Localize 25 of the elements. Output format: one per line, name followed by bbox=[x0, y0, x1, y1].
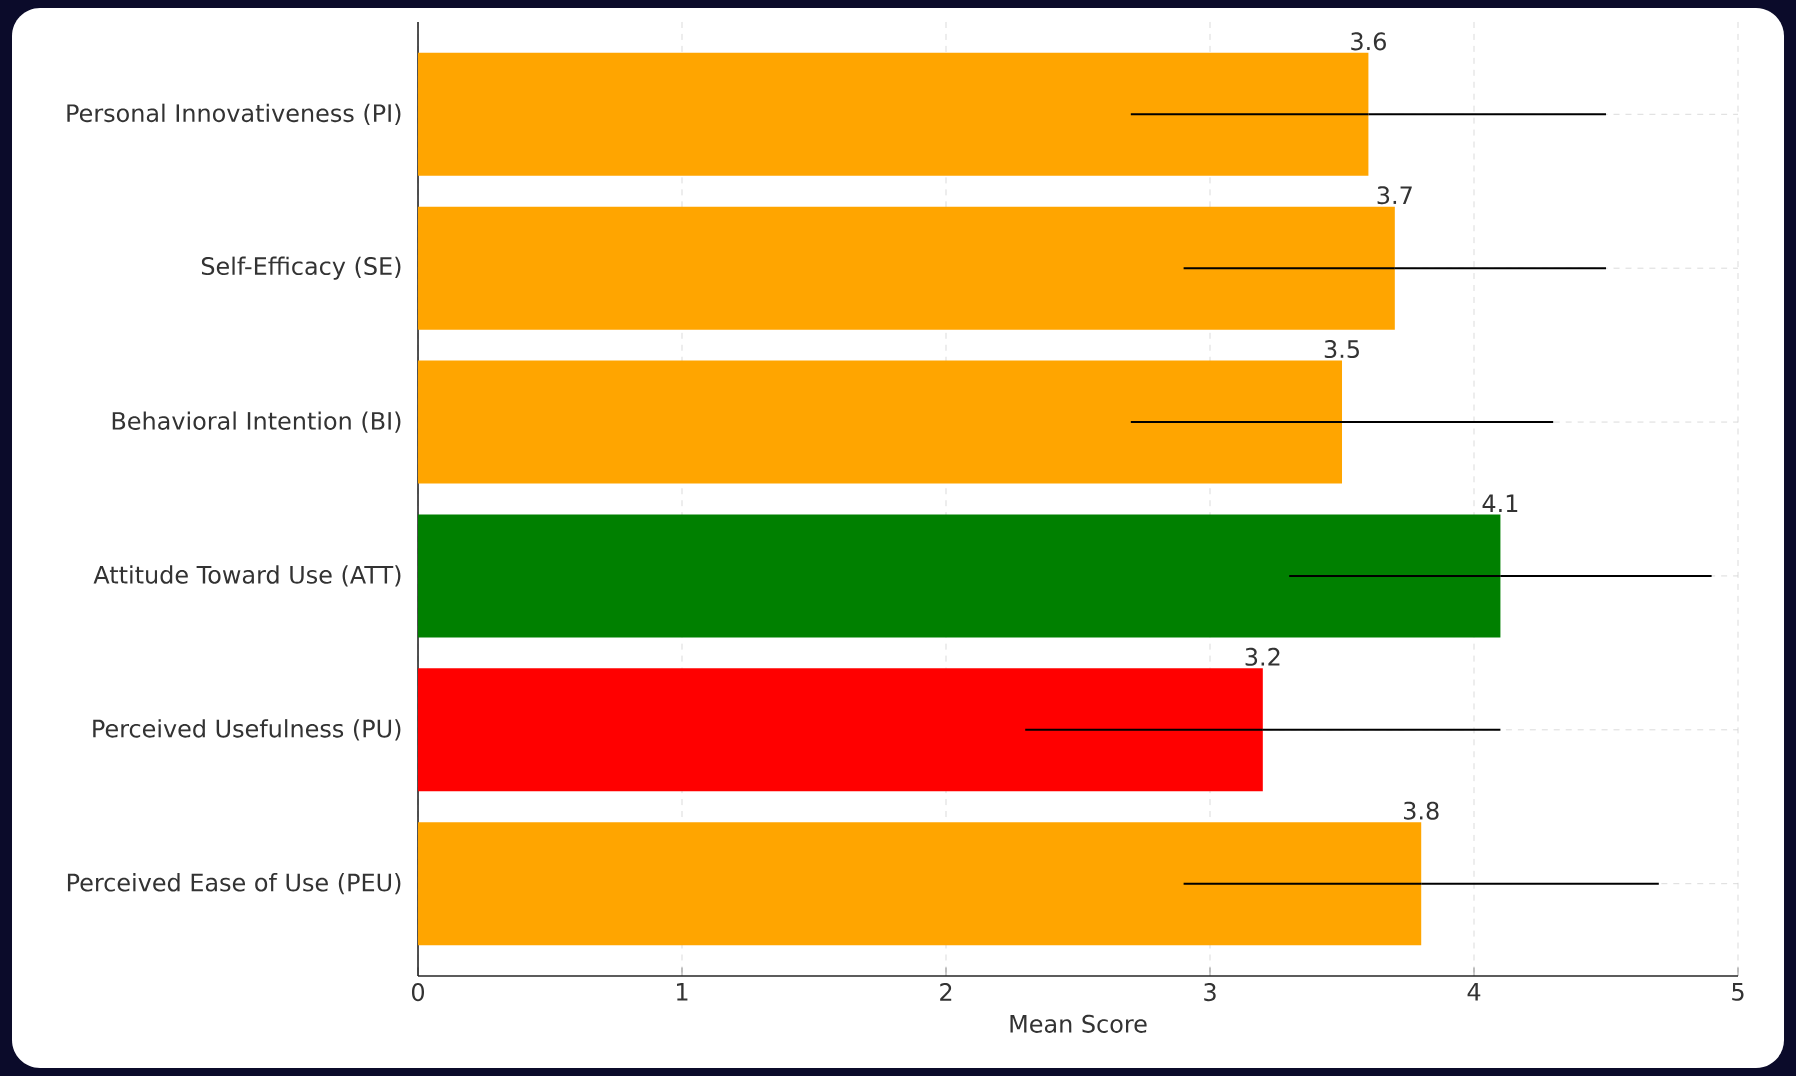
data-label: 3.2 bbox=[1245, 647, 1280, 666]
x-tick-label: 5 bbox=[1732, 983, 1744, 1001]
x-tick-label: 0 bbox=[411, 983, 425, 1002]
y-tick-label: Attitude Toward Use (ATT) bbox=[93, 565, 401, 587]
y-tick-label: Personal Innovativeness (PI) bbox=[67, 103, 401, 125]
x-tick-label: 2 bbox=[940, 983, 952, 1001]
y-tick-label: Perceived Usefulness (PU) bbox=[93, 719, 401, 741]
bar bbox=[418, 514, 1501, 638]
data-label: 3.6 bbox=[1351, 32, 1386, 51]
bar bbox=[418, 360, 1343, 484]
bar bbox=[418, 52, 1369, 176]
bar bbox=[418, 822, 1422, 946]
x-axis-title: Mean Score bbox=[1010, 1014, 1147, 1033]
bar bbox=[418, 206, 1395, 330]
x-tick-label: 4 bbox=[1467, 983, 1481, 1001]
y-tick-label: Perceived Ease of Use (PEU) bbox=[67, 873, 401, 895]
bar bbox=[418, 668, 1263, 792]
y-tick-label: Behavioral Intention (BI) bbox=[112, 411, 401, 433]
x-tick-label: 1 bbox=[677, 983, 688, 1001]
data-label: 4.1 bbox=[1482, 494, 1518, 512]
x-tick-label: 3 bbox=[1204, 983, 1216, 1002]
data-label: 3.7 bbox=[1377, 186, 1412, 205]
data-label: 3.5 bbox=[1324, 340, 1359, 359]
data-label: 3.8 bbox=[1404, 801, 1439, 820]
y-tick-label: Self-Efficacy (SE) bbox=[201, 256, 401, 280]
